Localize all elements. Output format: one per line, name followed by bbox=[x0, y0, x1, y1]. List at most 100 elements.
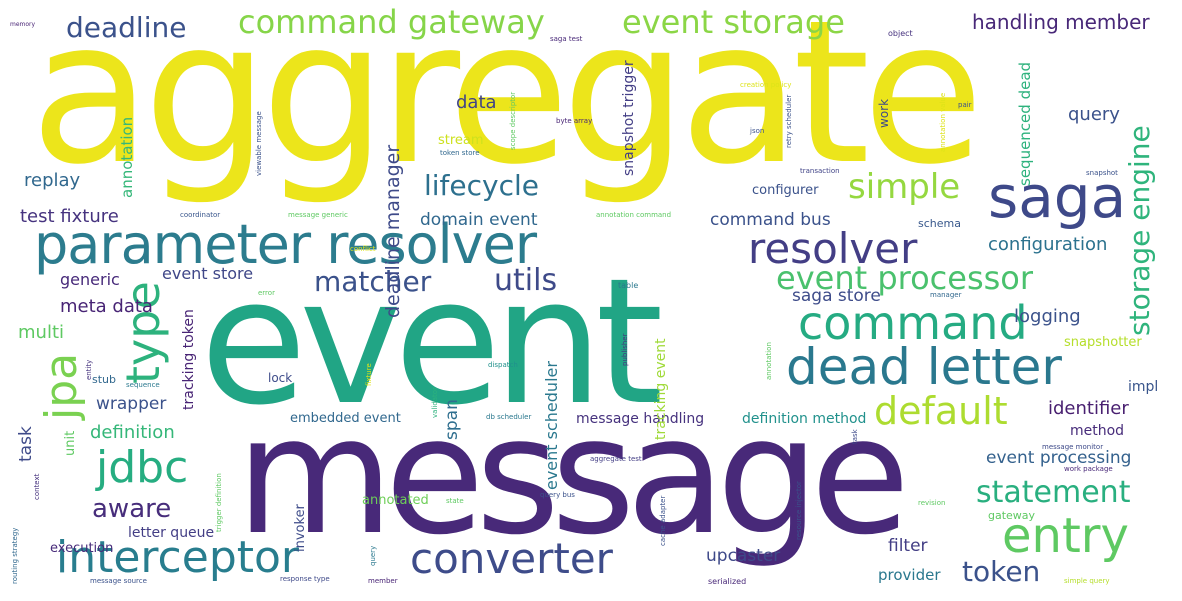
word-jpa: jpa bbox=[36, 352, 87, 420]
word-query-small: query bbox=[369, 545, 377, 566]
word-data: data bbox=[456, 92, 497, 113]
word-configurer: configurer bbox=[752, 183, 819, 198]
word-error: error bbox=[258, 289, 275, 297]
word-aggregate: aggregate bbox=[30, 0, 984, 208]
word-domain-event: domain event bbox=[420, 210, 538, 230]
word-response-type: response type bbox=[280, 575, 330, 583]
word-sequenced-dead: sequenced dead bbox=[1016, 61, 1034, 186]
word-upcaster: upcaster bbox=[706, 546, 781, 566]
word-matcher: matcher bbox=[314, 265, 432, 298]
word-saga-test: saga test bbox=[550, 35, 583, 43]
word-event-storage: event storage bbox=[622, 3, 845, 41]
word-converter: converter bbox=[410, 534, 613, 583]
word-event-processing: event processing bbox=[986, 448, 1132, 468]
word-stub: stub bbox=[92, 373, 116, 386]
word-provider: provider bbox=[878, 566, 941, 584]
word-aggregate-test: aggregate test bbox=[590, 455, 642, 463]
word-conflict: conflict bbox=[350, 245, 376, 253]
word-meta-data: meta data bbox=[60, 296, 153, 317]
word-lifecycle: lifecycle bbox=[424, 169, 540, 202]
word-publisher: publisher bbox=[621, 333, 629, 366]
word-default: default bbox=[874, 389, 1008, 433]
word-interceptor: interceptor bbox=[56, 532, 300, 583]
word-manager: manager bbox=[930, 291, 962, 299]
word-transaction: transaction bbox=[800, 167, 840, 175]
word-stream: stream bbox=[438, 133, 484, 148]
word-annotation-value: annotation value bbox=[939, 92, 947, 152]
word-impl: impl bbox=[1128, 379, 1159, 395]
word-dead-letter: dead letter bbox=[786, 338, 1062, 396]
word-token-store: token store bbox=[440, 149, 480, 157]
word-scope-descriptor: scope descriptor bbox=[509, 91, 517, 150]
word-event: event bbox=[200, 241, 664, 444]
word-pair: pair bbox=[958, 101, 972, 109]
word-span: span bbox=[442, 399, 462, 440]
word-deadline: deadline bbox=[66, 11, 187, 44]
word-generic: generic bbox=[60, 270, 120, 289]
word-entry: entry bbox=[1002, 508, 1129, 564]
word-unit: unit bbox=[63, 430, 78, 456]
word-token: token bbox=[962, 555, 1041, 588]
word-byte-array: byte array bbox=[556, 117, 593, 125]
word-snapshotter: snapshotter bbox=[1064, 335, 1142, 350]
word-context: context bbox=[33, 473, 41, 500]
word-snapshot: snapshot bbox=[1086, 169, 1118, 177]
word-dispatch: dispatch bbox=[488, 361, 518, 369]
word-identifier: identifier bbox=[1048, 398, 1129, 419]
word-saga-store: saga store bbox=[792, 286, 881, 306]
word-wrapper: wrapper bbox=[96, 394, 167, 414]
word-message-generic: message generic bbox=[288, 211, 348, 219]
word-filter: filter bbox=[888, 536, 928, 556]
word-sequence: sequence bbox=[126, 381, 160, 389]
word-table: table bbox=[618, 281, 639, 290]
word-annotation-command: annotation command bbox=[596, 211, 672, 219]
word-validator: validator bbox=[431, 387, 439, 418]
word-storage-engine: storage engine bbox=[1123, 125, 1156, 336]
word-embedded-event: embedded event bbox=[290, 411, 401, 426]
word-object: object bbox=[888, 29, 913, 38]
word-work: work bbox=[877, 98, 891, 128]
word-simple: simple bbox=[848, 167, 961, 207]
word-definition-method: definition method bbox=[742, 411, 867, 427]
word-utils: utils bbox=[494, 263, 558, 298]
word-multi: multi bbox=[18, 322, 65, 343]
word-retry-scheduler: retry scheduler bbox=[785, 94, 793, 148]
word-command-bus: command bus bbox=[710, 210, 831, 230]
word-message: message bbox=[236, 383, 910, 571]
word-lock: lock bbox=[268, 371, 293, 385]
word-invoker: invoker bbox=[293, 504, 308, 552]
word-event-processor: event processor bbox=[776, 259, 1034, 297]
word-entity: entity bbox=[85, 359, 93, 380]
word-annotated: annotated bbox=[362, 493, 429, 508]
word-task-small: task bbox=[851, 429, 859, 444]
word-event-store: event store bbox=[162, 264, 254, 283]
word-task: task bbox=[16, 426, 36, 462]
word-tracking-event: tracking event bbox=[653, 338, 669, 440]
word-member: member bbox=[368, 577, 398, 585]
word-execution: execution bbox=[50, 541, 114, 556]
word-annotation: annotation bbox=[118, 116, 136, 198]
word-serialized: serialized bbox=[708, 577, 747, 586]
word-logging: logging bbox=[1014, 306, 1081, 327]
word-message-handling: message handling bbox=[576, 411, 705, 427]
word-schema: schema bbox=[918, 217, 961, 230]
word-message-monitor: message monitor bbox=[1042, 443, 1104, 451]
word-db-scheduler: db scheduler bbox=[486, 413, 532, 421]
word-tracking-token: tracking token bbox=[181, 309, 197, 410]
word-aware: aware bbox=[92, 494, 172, 524]
word-definition: definition bbox=[90, 422, 175, 443]
word-handling-member: handling member bbox=[972, 10, 1150, 34]
word-snapshot-trigger: snapshot trigger bbox=[621, 60, 637, 176]
word-fixture: fixture bbox=[365, 363, 373, 386]
word-annotation-small: annotation bbox=[765, 342, 773, 380]
word-creation-policy: creation policy bbox=[740, 81, 792, 89]
word-statement: statement bbox=[976, 475, 1131, 510]
word-replay: replay bbox=[24, 170, 81, 191]
word-saga: saga bbox=[988, 163, 1127, 231]
word-event-scheduler: event scheduler bbox=[542, 361, 561, 490]
word-jdbc: jdbc bbox=[96, 442, 189, 493]
word-state: state bbox=[446, 497, 464, 505]
word-memory: memory bbox=[10, 21, 36, 28]
word-query-bus: query bus bbox=[540, 491, 575, 499]
